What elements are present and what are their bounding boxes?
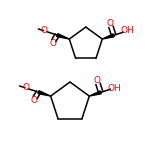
Text: O: O (93, 76, 100, 85)
Text: O: O (106, 19, 113, 28)
Text: O: O (31, 96, 38, 105)
Text: O: O (41, 26, 48, 35)
Polygon shape (102, 34, 114, 39)
Polygon shape (38, 91, 51, 96)
Text: OH: OH (107, 83, 121, 93)
Polygon shape (89, 91, 101, 96)
Text: O: O (22, 83, 29, 92)
Polygon shape (57, 34, 69, 39)
Text: O: O (49, 39, 56, 48)
Text: OH: OH (120, 26, 134, 35)
